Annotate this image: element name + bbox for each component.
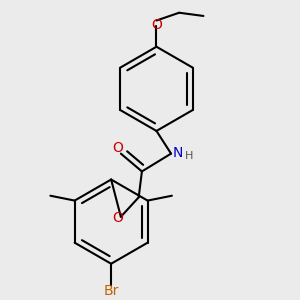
Text: O: O (112, 141, 123, 155)
Text: N: N (173, 146, 183, 160)
Text: Br: Br (103, 284, 119, 298)
Text: O: O (151, 18, 162, 32)
Text: O: O (112, 212, 123, 225)
Text: H: H (185, 151, 194, 161)
